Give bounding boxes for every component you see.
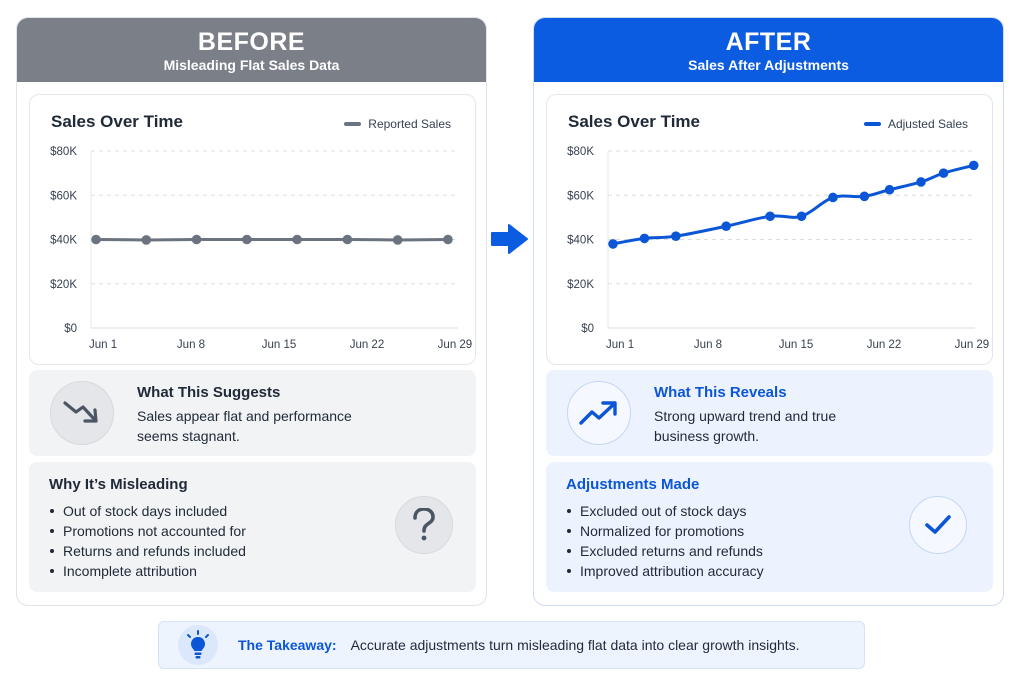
before-legend-label: Reported Sales xyxy=(368,117,451,131)
data-point xyxy=(242,234,252,245)
before-bullet-list: Out of stock days included Promotions no… xyxy=(49,501,246,581)
data-point xyxy=(938,168,949,178)
question-icon xyxy=(395,496,453,554)
x-tick-label: Jun 15 xyxy=(262,339,297,351)
y-tick-label: $40K xyxy=(50,235,77,247)
list-item: Excluded out of stock days xyxy=(566,501,764,521)
data-point xyxy=(721,221,731,232)
takeaway-label: The Takeaway: xyxy=(238,637,337,653)
before-title: BEFORE xyxy=(197,28,306,56)
x-tick-label: Jun 29 xyxy=(955,339,990,351)
data-point xyxy=(443,234,453,245)
before-list-card: Why It’s Misleading Out of stock days in… xyxy=(29,462,476,592)
y-tick-label: $0 xyxy=(581,323,594,335)
before-chart-card: Sales Over Time Reported Sales $0 $20K $40… xyxy=(29,94,476,365)
after-chart-card: Sales Over Time Adjusted Sales $0 $20K $40… xyxy=(546,94,993,365)
y-tick-label: $60K xyxy=(50,190,77,202)
before-list-heading: Why It’s Misleading xyxy=(49,476,188,493)
data-point xyxy=(765,211,775,222)
list-item: Normalized for promotions xyxy=(566,521,764,541)
list-item: Improved attribution accuracy xyxy=(566,561,764,581)
list-item: Incomplete attribution xyxy=(49,561,246,581)
list-item: Excluded returns and refunds xyxy=(566,541,764,561)
before-suggest-card: What This Suggests Sales appear flat and… xyxy=(29,370,476,456)
x-tick-label: Jun 22 xyxy=(867,339,902,351)
before-legend: Reported Sales xyxy=(344,117,451,131)
arrow-right-icon xyxy=(491,224,528,254)
before-sales-chart: $0 $20K $40K $60K $80K Jun 1 Jun 8 Jun 15 Jun 22… xyxy=(50,146,473,351)
data-point xyxy=(916,177,926,187)
y-tick-label: $60K xyxy=(567,190,594,202)
y-tick-label: $20K xyxy=(50,279,77,291)
data-point xyxy=(671,231,681,241)
y-tick-label: $80K xyxy=(567,146,594,158)
list-item: Returns and refunds included xyxy=(49,541,246,561)
before-chart-title: Sales Over Time xyxy=(51,112,183,131)
after-panel: AFTER Sales After Adjustments Sales Over… xyxy=(533,17,1004,606)
after-list-heading: Adjustments Made xyxy=(566,476,700,493)
data-point xyxy=(884,184,895,195)
data-point xyxy=(141,235,152,245)
data-point xyxy=(859,191,870,202)
x-tick-label: Jun 1 xyxy=(606,339,634,351)
after-reveal-heading: What This Reveals xyxy=(654,384,787,401)
x-tick-label: Jun 8 xyxy=(694,339,722,351)
takeaway-banner: The Takeaway: Accurate adjustments turn … xyxy=(158,621,865,669)
data-point xyxy=(639,233,650,244)
after-legend: Adjusted Sales xyxy=(863,117,968,131)
after-legend-label: Adjusted Sales xyxy=(887,117,968,131)
data-point xyxy=(191,234,202,245)
after-bullet-list: Excluded out of stock days Normalized fo… xyxy=(566,501,764,581)
before-subtitle: Misleading Flat Sales Data xyxy=(163,57,340,73)
trend-up-icon xyxy=(567,381,631,445)
x-tick-label: Jun 8 xyxy=(177,339,205,351)
takeaway-text: Accurate adjustments turn misleading fla… xyxy=(350,637,800,653)
after-header: AFTER Sales After Adjustments xyxy=(534,18,1003,82)
x-tick-label: Jun 1 xyxy=(89,339,117,351)
data-point xyxy=(608,239,618,249)
list-item: Promotions not accounted for xyxy=(49,521,246,541)
list-item: Out of stock days included xyxy=(49,501,246,521)
data-point xyxy=(342,234,353,245)
legend-line-swatch xyxy=(344,122,362,126)
after-sales-chart: $0 $20K $40K $60K $80K Jun 1 Jun 8 Jun 15 Jun 22… xyxy=(567,146,990,351)
x-tick-label: Jun 29 xyxy=(438,339,473,351)
lightbulb-icon xyxy=(178,625,218,665)
before-suggest-heading: What This Suggests xyxy=(137,384,281,401)
x-tick-label: Jun 15 xyxy=(779,339,814,351)
data-point xyxy=(796,211,807,222)
legend-line-swatch xyxy=(863,122,881,126)
before-panel: BEFORE Misleading Flat Sales Data Sales … xyxy=(16,17,487,606)
checkmark-icon xyxy=(909,496,967,554)
y-tick-label: $40K xyxy=(567,235,594,247)
before-suggest-text: Sales appear flat and performance seems … xyxy=(137,408,352,444)
y-tick-label: $0 xyxy=(64,323,77,335)
after-chart-title: Sales Over Time xyxy=(568,112,700,131)
data-point xyxy=(968,160,979,171)
series-line xyxy=(611,163,976,246)
before-header: BEFORE Misleading Flat Sales Data xyxy=(17,18,486,82)
data-point xyxy=(828,192,838,203)
after-list-card: Adjustments Made Excluded out of stock d… xyxy=(546,462,993,592)
trend-down-icon xyxy=(50,381,114,445)
after-subtitle: Sales After Adjustments xyxy=(688,57,849,73)
data-point xyxy=(91,234,101,245)
data-point xyxy=(292,234,302,245)
y-tick-label: $20K xyxy=(567,279,594,291)
x-tick-label: Jun 22 xyxy=(350,339,385,351)
data-point xyxy=(392,235,403,245)
after-reveal-card: What This Reveals Strong upward trend an… xyxy=(546,370,993,456)
y-tick-label: $80K xyxy=(50,146,77,158)
after-title: AFTER xyxy=(725,28,812,56)
after-reveal-text: Strong upward trend and true business gr… xyxy=(654,408,837,444)
